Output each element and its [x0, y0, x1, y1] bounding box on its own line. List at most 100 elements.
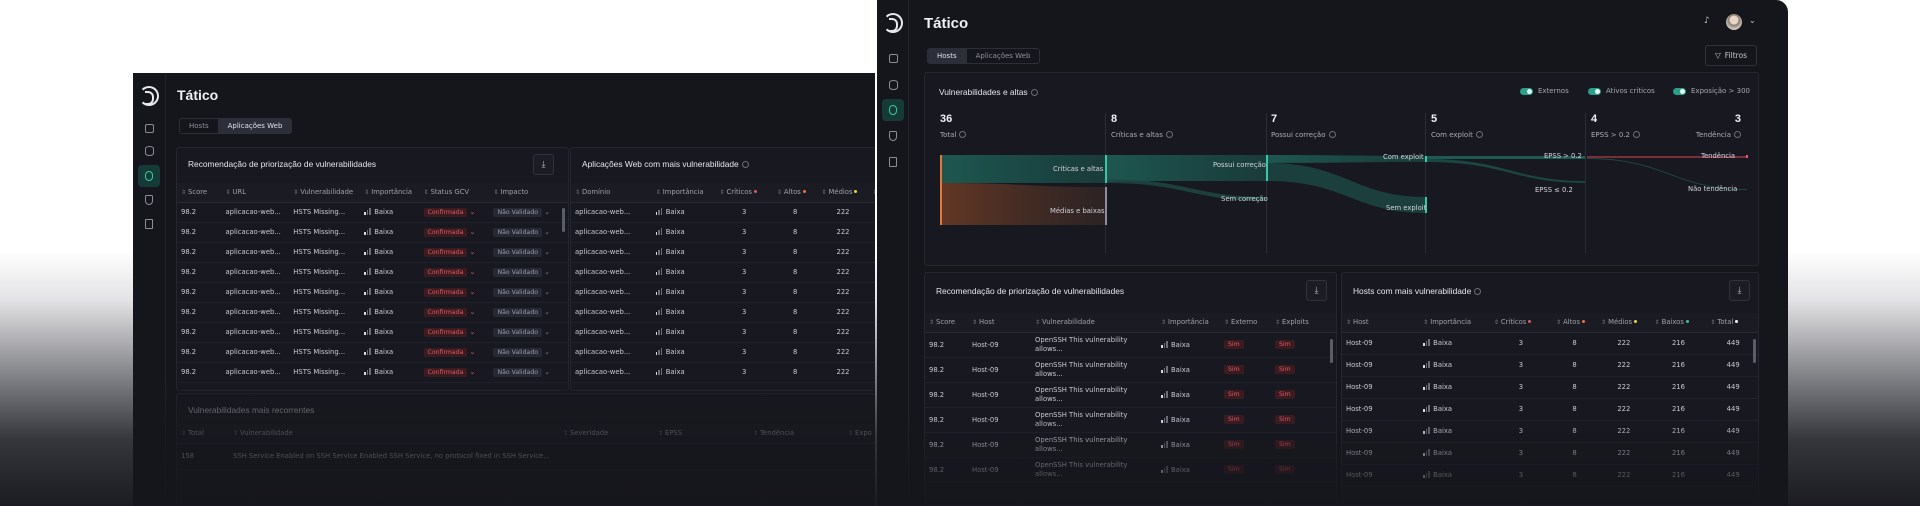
table-row[interactable]: aplicacao-web... Baixa 3 8 222 21 — [571, 282, 875, 303]
column-header[interactable]: ⇕ Importância — [360, 183, 420, 203]
column-header[interactable]: ⇕ Médios — [817, 183, 869, 203]
column-header[interactable]: ⇕ Vulnerabilidade — [289, 183, 361, 203]
report-nav-icon[interactable] — [882, 151, 904, 173]
table-row[interactable]: 98.2 Host-09 OpenSSH This vulnerability all… — [925, 457, 1336, 483]
status-badge[interactable]: Confirmada — [423, 227, 468, 237]
impact-badge[interactable]: Não Validado — [493, 327, 543, 337]
sort-icon[interactable]: ⇕ — [1493, 319, 1499, 327]
table-row[interactable]: 98.2 aplicacao-web... HSTS Missing... Baixa… — [177, 202, 568, 223]
sort-icon[interactable]: ⇕ — [1423, 319, 1429, 327]
column-header[interactable]: ⇕ Altos — [772, 183, 818, 203]
status-badge[interactable]: Confirmada — [423, 207, 468, 217]
sort-icon[interactable]: ⇕ — [719, 189, 725, 197]
column-header[interactable]: ⇕ Total — [1706, 313, 1758, 333]
sort-icon[interactable]: ⇕ — [1224, 319, 1230, 327]
table-row[interactable]: Host-09 Baixa 3 8 222 216 449 — [1342, 420, 1758, 443]
status-badge[interactable]: Confirmada — [423, 267, 468, 277]
tab-web-apps[interactable]: Aplicações Web — [966, 49, 1040, 63]
column-header[interactable]: ⇕Baix — [868, 183, 876, 203]
tab-hosts[interactable]: Hosts — [928, 49, 967, 63]
impact-badge[interactable]: Não Validado — [493, 307, 543, 317]
toggle-externos[interactable]: Externos — [1520, 87, 1569, 95]
download-icon[interactable]: ⤓ — [1306, 280, 1327, 301]
tab-web-apps[interactable]: Aplicações Web — [218, 119, 292, 133]
sort-icon[interactable]: ⇕ — [776, 189, 782, 197]
impact-badge[interactable]: Não Validado — [493, 287, 543, 297]
table-row[interactable]: 158 SSH Service Enabled on SSH Service En… — [177, 443, 875, 470]
sort-icon[interactable]: ⇕ — [423, 189, 429, 197]
report-nav-icon[interactable] — [138, 213, 160, 235]
column-header[interactable]: ⇕ Domínio — [571, 183, 652, 203]
table-row[interactable]: Host-09 Baixa 3 8 222 216 449 — [1342, 398, 1758, 421]
table-row[interactable]: aplicacao-web... Baixa 3 8 222 21 — [571, 362, 875, 383]
table-row[interactable]: aplicacao-web... Baixa 3 8 222 21 — [571, 262, 875, 283]
download-icon[interactable]: ⤓ — [1729, 280, 1750, 301]
column-header[interactable]: ⇕ Status GCV — [419, 183, 490, 203]
sort-icon[interactable]: ⇕ — [873, 189, 876, 196]
sort-icon[interactable]: ⇕ — [655, 189, 661, 197]
sort-icon[interactable]: ⇕ — [1556, 319, 1562, 327]
impact-badge[interactable]: Não Validado — [493, 247, 543, 257]
info-icon[interactable] — [741, 161, 749, 168]
column-header[interactable]: ⇕ URL — [221, 183, 290, 203]
table-row[interactable]: aplicacao-web... Baixa 3 8 222 21 — [571, 302, 875, 323]
table-row[interactable]: 98.2 aplicacao-web... HSTS Missing... Baixa… — [177, 342, 568, 363]
sort-icon[interactable]: ⇕ — [753, 430, 759, 438]
sort-icon[interactable]: ⇕ — [575, 189, 581, 197]
column-header[interactable]: ⇕ Altos — [1552, 313, 1598, 333]
sort-icon[interactable]: ⇕ — [972, 319, 978, 327]
impact-badge[interactable]: Não Validado — [493, 227, 543, 237]
table-row[interactable]: Host-09 Baixa 3 8 222 216 449 — [1342, 354, 1758, 377]
table-row[interactable]: 98.2 Host-09 OpenSSH This vulnerability all… — [925, 432, 1336, 458]
column-header[interactable]: ⇕ Impacto — [489, 183, 568, 203]
column-header[interactable]: ⇕ Críticos — [715, 183, 773, 203]
sort-icon[interactable]: ⇕ — [848, 430, 854, 438]
bug-nav-icon[interactable] — [138, 165, 160, 187]
status-badge[interactable]: Confirmada — [423, 307, 468, 317]
impact-badge[interactable]: Não Validado — [493, 207, 543, 217]
column-header[interactable]: ⇕ Total — [177, 424, 229, 444]
table-row[interactable]: aplicacao-web... Baixa 3 8 222 21 — [571, 202, 875, 223]
table-row[interactable]: 98.2 aplicacao-web... HSTS Missing... Baixa… — [177, 262, 568, 283]
tab-hosts[interactable]: Hosts — [180, 119, 219, 133]
table-row[interactable]: 98.2 aplicacao-web... HSTS Missing... Baixa… — [177, 242, 568, 263]
table-row[interactable]: 98.2 Host-09 OpenSSH This vulnerability all… — [925, 382, 1336, 408]
column-header[interactable]: ⇕ Baixos — [1650, 313, 1707, 333]
sort-icon[interactable]: ⇕ — [1654, 319, 1660, 327]
table-row[interactable]: 98.2 aplicacao-web... HSTS Missing... Baixa… — [177, 302, 568, 323]
status-badge[interactable]: Confirmada — [423, 327, 468, 337]
column-header[interactable]: ⇕ Críticos — [1489, 313, 1553, 333]
column-header[interactable]: ⇕ Score — [177, 183, 222, 203]
column-header[interactable]: ⇕ Severidade — [559, 424, 654, 444]
column-header[interactable]: ⇕ Score — [925, 313, 968, 333]
table-row[interactable]: 98.2 aplicacao-web... HSTS Missing... Baixa… — [177, 362, 568, 383]
impact-badge[interactable]: Não Validado — [493, 367, 543, 377]
table-row[interactable]: Host-09 Baixa 3 8 222 216 449 — [1342, 332, 1758, 355]
sort-icon[interactable]: ⇕ — [225, 189, 231, 197]
table-row[interactable]: aplicacao-web... Baixa 3 8 222 21 — [571, 242, 875, 263]
column-header[interactable]: ⇕ Vulnerabilidade — [229, 424, 559, 444]
dashboard-nav-icon[interactable] — [882, 47, 904, 69]
table-row[interactable]: aplicacao-web... Baixa 3 8 222 21 — [571, 342, 875, 363]
sort-icon[interactable]: ⇕ — [658, 430, 664, 438]
info-icon[interactable] — [1474, 288, 1482, 295]
table-row[interactable]: 98.2 Host-09 OpenSSH This vulnerability all… — [925, 357, 1336, 383]
column-header[interactable]: ⇕ Importância — [1419, 313, 1490, 333]
table-row[interactable]: Host-09 Baixa 3 8 222 216 449 — [1342, 464, 1758, 487]
sort-icon[interactable]: ⇕ — [1035, 319, 1041, 327]
column-header[interactable]: ⇕ Externo — [1220, 313, 1271, 333]
column-header[interactable]: ⇕ EPSS — [654, 424, 749, 444]
impact-badge[interactable]: Não Validado — [493, 347, 543, 357]
scrollbar[interactable] — [1753, 339, 1756, 363]
table-row[interactable]: 98.2 aplicacao-web... HSTS Missing... Baixa… — [177, 322, 568, 343]
scrollbar[interactable] — [562, 208, 565, 232]
sort-icon[interactable]: ⇕ — [293, 189, 299, 197]
dashboard-nav-icon[interactable] — [138, 117, 160, 139]
table-row[interactable]: Host-09 Baixa 3 8 222 216 449 — [1342, 376, 1758, 399]
table-row[interactable]: aplicacao-web... Baixa 3 8 222 21 — [571, 322, 875, 343]
table-row[interactable]: 98.2 aplicacao-web... HSTS Missing... Baixa… — [177, 282, 568, 303]
scrollbar[interactable] — [1330, 339, 1333, 363]
sort-icon[interactable]: ⇕ — [1161, 319, 1167, 327]
status-badge[interactable]: Confirmada — [423, 367, 468, 377]
status-badge[interactable]: Confirmada — [423, 347, 468, 357]
